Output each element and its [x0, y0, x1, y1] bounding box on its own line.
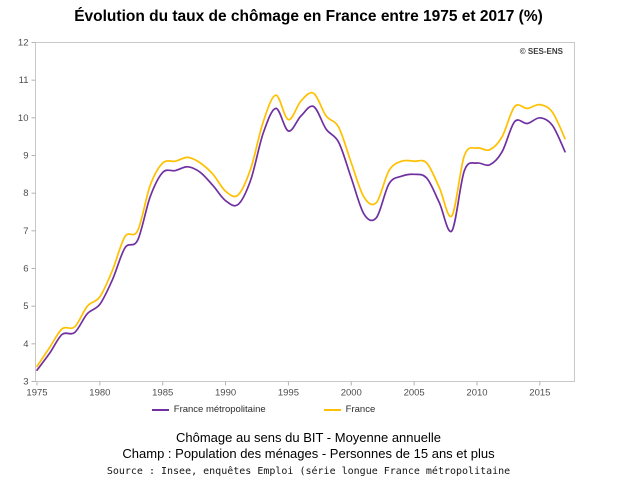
y-tick-label: 10 — [18, 113, 29, 124]
x-tick-label: 2010 — [466, 388, 487, 399]
y-tick-label: 11 — [19, 75, 29, 86]
legend: France métropolitaine France — [0, 404, 617, 415]
legend-item-france-metropolitaine: France métropolitaine — [151, 404, 266, 415]
y-tick-label: 8 — [23, 188, 28, 199]
plot-border — [35, 42, 575, 382]
x-axis: 1975 1980 1985 1990 1995 2000 2005 2010 2015 — [26, 381, 550, 399]
y-tick-label: 4 — [23, 339, 28, 350]
legend-label-france-metropolitaine: France métropolitaine — [173, 404, 266, 415]
series-line-france-metropolitaine — [36, 105, 566, 372]
series-line-france — [36, 91, 566, 368]
legend-swatch-france — [323, 408, 341, 411]
footnote-source: Source : Insee, enquêtes Emploi (série l… — [106, 466, 511, 477]
copyright-label: © SES-ENS — [519, 47, 563, 56]
x-tick-label: 1995 — [278, 388, 299, 399]
y-tick-label: 9 — [23, 151, 28, 162]
y-tick-label: 12 — [18, 38, 29, 49]
x-tick-label: 1980 — [89, 388, 110, 399]
x-tick-label: 1985 — [152, 388, 173, 399]
y-tick-label: 7 — [23, 226, 28, 237]
y-axis: 3 4 5 6 7 8 9 10 11 12 — [18, 38, 36, 388]
footnote-champ: Champ : Population des ménages - Personn… — [122, 446, 495, 461]
y-tick-label: 5 — [23, 301, 28, 312]
x-tick-label: 1975 — [26, 388, 47, 399]
x-tick-label: 1990 — [215, 388, 236, 399]
x-tick-label: 2000 — [341, 388, 362, 399]
y-tick-label: 6 — [23, 264, 28, 275]
x-tick-label: 2005 — [404, 388, 425, 399]
legend-swatch-france-metropolitaine — [151, 408, 169, 411]
y-tick-label: 3 — [23, 377, 28, 388]
x-tick-label: 2015 — [529, 388, 550, 399]
legend-item-france: France — [323, 404, 376, 415]
legend-label-france: France — [345, 404, 376, 415]
chart-title: Évolution du taux de chômage en France e… — [74, 8, 543, 25]
footnote-measure: Chômage au sens du BIT - Moyenne annuell… — [176, 430, 441, 445]
